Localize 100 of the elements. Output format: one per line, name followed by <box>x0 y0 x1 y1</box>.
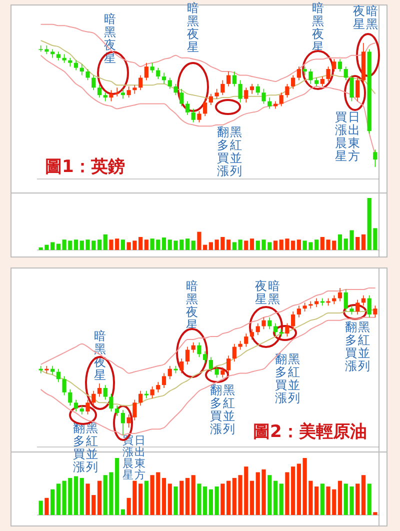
candlestick <box>74 399 78 412</box>
candlestick <box>92 74 96 91</box>
candlestick <box>238 80 242 103</box>
candlestick <box>320 298 324 306</box>
candlestick <box>285 322 290 337</box>
candlestick <box>285 84 290 98</box>
candlestick <box>191 108 196 123</box>
bar <box>250 480 254 515</box>
bar <box>185 238 190 250</box>
text: 黑紅並列翻多買漲 <box>345 320 370 373</box>
candlestick <box>50 48 55 58</box>
bar <box>244 240 248 250</box>
candlestick <box>373 149 378 168</box>
bar <box>338 234 342 250</box>
candlestick <box>120 410 125 436</box>
candlestick <box>80 64 84 76</box>
bar <box>50 489 55 515</box>
text: 日出東方買漲晨星 <box>335 110 360 163</box>
candlestick <box>97 84 102 98</box>
bar <box>44 498 49 515</box>
candlestick <box>226 355 231 374</box>
candlestick <box>232 71 236 87</box>
candlestick <box>138 390 143 406</box>
candlestick <box>296 66 301 81</box>
candlestick <box>97 383 102 398</box>
bar <box>356 484 360 515</box>
candlestick <box>109 90 114 102</box>
bar <box>138 484 143 515</box>
candlestick <box>150 386 154 399</box>
candlestick <box>320 76 324 87</box>
candlestick <box>203 350 208 364</box>
candlestick <box>56 368 60 382</box>
candlestick <box>120 88 125 100</box>
candlestick <box>226 71 231 87</box>
bar <box>356 237 360 250</box>
candlestick <box>144 390 148 399</box>
annotation: 暗黑夜星 <box>255 279 280 306</box>
bar <box>250 238 254 250</box>
candlestick <box>273 322 278 336</box>
bar <box>373 512 378 515</box>
bar <box>50 242 55 250</box>
candlestick <box>174 84 178 96</box>
candlestick <box>308 68 313 84</box>
candlestick <box>203 98 208 117</box>
bar <box>97 480 102 515</box>
bar <box>180 480 184 515</box>
candlestick <box>144 62 148 81</box>
bar <box>38 500 43 515</box>
candlestick <box>109 393 114 412</box>
candlestick <box>279 92 284 107</box>
bar <box>338 480 342 515</box>
candlestick <box>268 317 272 330</box>
candlestick <box>92 390 96 406</box>
text: 黑紅並列翻多買漲 <box>217 125 242 178</box>
candlestick <box>373 305 378 318</box>
text: 暗黑夜星 <box>353 4 378 31</box>
bar <box>273 240 278 250</box>
candlestick <box>74 60 78 71</box>
bar <box>268 475 272 515</box>
bar <box>162 478 166 515</box>
bar <box>226 240 231 250</box>
candlestick <box>350 74 354 102</box>
bar <box>279 484 284 515</box>
candlestick <box>262 88 266 104</box>
candlestick <box>214 366 219 378</box>
candlestick <box>168 366 172 380</box>
bar <box>74 476 78 515</box>
bar <box>144 480 148 515</box>
bar <box>367 484 372 515</box>
bar <box>168 484 172 515</box>
candlestick <box>344 66 348 81</box>
bar <box>120 509 125 515</box>
candlestick <box>86 399 90 415</box>
candlestick <box>162 372 166 388</box>
bar <box>191 240 196 250</box>
bar <box>103 234 108 250</box>
bar <box>138 237 143 250</box>
candlestick <box>338 288 342 302</box>
bar <box>162 238 166 250</box>
candlestick <box>232 343 236 362</box>
candlestick <box>356 77 360 102</box>
bar <box>273 480 278 515</box>
bar <box>314 486 319 515</box>
bar <box>314 240 319 250</box>
candlestick <box>291 311 296 330</box>
candlestick <box>344 289 348 312</box>
bar <box>220 484 225 515</box>
candlestick <box>296 305 301 318</box>
candlestick <box>367 294 372 318</box>
candlestick <box>180 88 184 107</box>
candlestick <box>62 376 66 396</box>
text: 黑紅並列翻多買漲 <box>275 352 300 405</box>
bar <box>291 240 296 250</box>
candlestick <box>103 384 108 400</box>
candlestick <box>326 66 330 82</box>
candlestick <box>86 68 90 81</box>
candlestick <box>150 62 154 74</box>
candlestick <box>250 84 254 94</box>
candlestick <box>132 399 137 421</box>
candlestick <box>162 72 166 84</box>
